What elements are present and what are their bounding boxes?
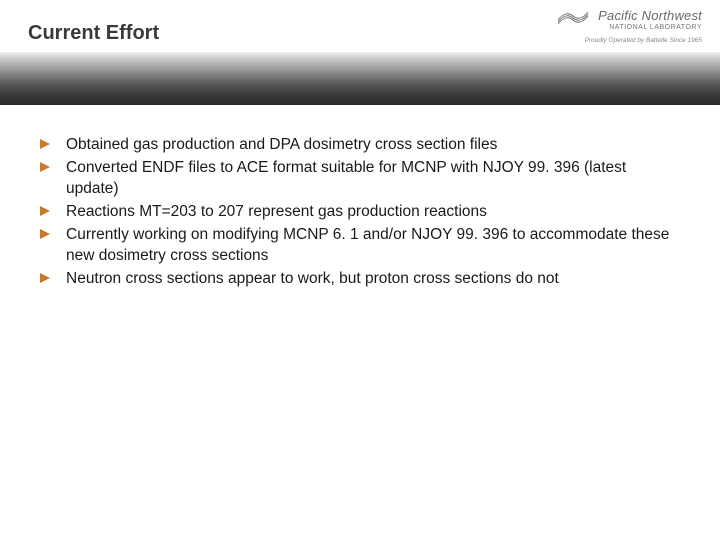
list-item: Obtained gas production and DPA dosimetr…	[40, 135, 680, 156]
bullet-text: Reactions MT=203 to 207 represent gas pr…	[66, 203, 487, 220]
list-item: Converted ENDF files to ACE format suita…	[40, 158, 680, 200]
bullet-marker-icon	[40, 162, 50, 172]
bullet-marker-icon	[40, 273, 50, 283]
bullet-marker-icon	[40, 139, 50, 149]
lab-logo: Pacific Northwest NATIONAL LABORATORY Pr…	[552, 8, 702, 44]
slide-title: Current Effort	[28, 22, 159, 45]
slide-header: Current Effort Pacific Northwest NATIONA…	[0, 0, 720, 105]
logo-mark-icon	[556, 6, 590, 28]
list-item: Reactions MT=203 to 207 represent gas pr…	[40, 202, 680, 223]
bullet-marker-icon	[40, 206, 50, 216]
bullet-text: Neutron cross sections appear to work, b…	[66, 270, 559, 287]
bullet-text: Obtained gas production and DPA dosimetr…	[66, 136, 497, 153]
list-item: Currently working on modifying MCNP 6. 1…	[40, 225, 680, 267]
bullet-list: Obtained gas production and DPA dosimetr…	[40, 135, 680, 289]
logo-tagline: Proudly Operated by Battelle Since 1965	[552, 37, 702, 44]
bullet-marker-icon	[40, 229, 50, 239]
bullet-text: Converted ENDF files to ACE format suita…	[66, 159, 626, 197]
list-item: Neutron cross sections appear to work, b…	[40, 269, 680, 290]
slide-content: Obtained gas production and DPA dosimetr…	[0, 105, 720, 289]
header-gradient-band	[0, 52, 720, 105]
bullet-text: Currently working on modifying MCNP 6. 1…	[66, 226, 669, 264]
